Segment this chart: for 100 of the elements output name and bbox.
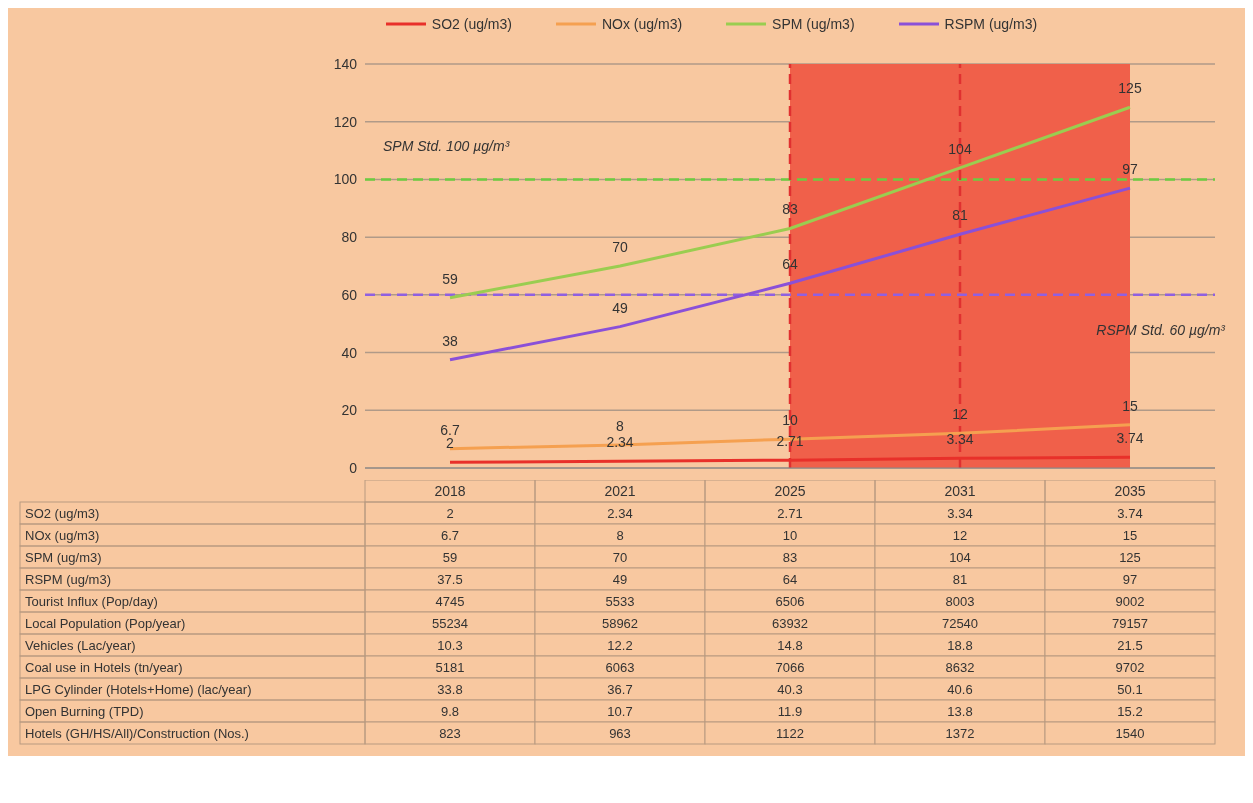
data-label: 55234 (431, 616, 469, 631)
y-tick-label: Coal use in Hotels (tn/year) (25, 660, 183, 675)
y-tick-label: 60 (341, 286, 358, 303)
data-label: 1372 (945, 726, 975, 741)
data-label: 3.74 (1117, 506, 1143, 521)
y-tick-label: SO2 (ug/m3) (25, 506, 100, 521)
data-label: 2 (446, 506, 454, 521)
data-label: 81 (952, 572, 968, 587)
data-label: 6506 (775, 594, 805, 609)
y-tick-label: Tourist Influx (Pop/day) (25, 594, 158, 609)
data-label: 38 (442, 332, 458, 349)
data-label: 40.3 (777, 682, 803, 697)
data-label: 9.8 (440, 704, 460, 719)
data-label: 83 (782, 550, 798, 565)
data-label: 125 (1118, 80, 1142, 97)
data-label: 21.5 (1117, 638, 1143, 653)
y-tick-label: LPG Cylinder (Hotels+Home) (lac/year) (25, 682, 252, 697)
data-label: 3.74 (1116, 430, 1144, 447)
data-label: 8 (616, 417, 625, 434)
data-label: 97 (1122, 572, 1138, 587)
data-label: 9002 (1115, 594, 1145, 609)
data-label: 58962 (601, 616, 639, 631)
data-label: 50.1 (1117, 682, 1143, 697)
data-label: 6063 (605, 660, 635, 675)
data-label: 1540 (1115, 726, 1145, 741)
data-label: 5181 (435, 660, 465, 675)
data-label: 59 (442, 270, 458, 287)
ref-line-label: RSPM Std. 60 µg/m³ (1096, 321, 1226, 338)
data-label: 8632 (945, 660, 975, 675)
data-label: 59 (442, 550, 458, 565)
data-label: 10 (782, 528, 798, 543)
x-tick-label: 2021 (604, 483, 636, 499)
data-label: 15 (1122, 528, 1138, 543)
data-label: 49 (612, 299, 628, 316)
data-label: 12 (952, 528, 968, 543)
data-label: 4745 (435, 594, 465, 609)
y-tick-label: 20 (341, 402, 358, 419)
data-label: 963 (609, 726, 631, 741)
legend-label: NOx (ug/m3) (601, 16, 683, 32)
data-label: 14.8 (777, 638, 803, 653)
ref-line-label: SPM Std. 100 µg/m³ (383, 138, 510, 155)
data-label: 8003 (945, 594, 975, 609)
data-label: 72540 (941, 616, 979, 631)
data-label: 49 (612, 572, 628, 587)
y-tick-label: Vehicles (Lac/year) (25, 638, 136, 653)
data-label: 6.7 (440, 421, 460, 438)
legend-label: SO2 (ug/m3) (430, 16, 512, 32)
data-label: 7066 (775, 660, 805, 675)
y-tick-label: Local Population (Pop/year) (25, 616, 186, 631)
data-label: 104 (948, 140, 972, 157)
data-label: 64 (782, 572, 798, 587)
y-tick-label: 140 (333, 55, 358, 72)
data-label: 2 (446, 435, 455, 452)
data-label: 1122 (776, 726, 804, 741)
data-label: 6.7 (440, 528, 460, 543)
y-tick-label: SPM (ug/m3) (25, 550, 102, 565)
data-label: 3.34 (947, 506, 973, 521)
data-label: 8 (616, 528, 624, 543)
data-label: 10.3 (437, 638, 463, 653)
data-label: 83 (782, 201, 798, 218)
data-label: 125 (1119, 550, 1141, 565)
data-label: 11.9 (777, 704, 803, 719)
x-tick-label: 2031 (944, 483, 976, 499)
data-label: 36.7 (607, 682, 633, 697)
data-label: 40.6 (947, 682, 973, 697)
y-tick-label: 80 (341, 229, 358, 246)
y-tick-label: 40 (341, 344, 358, 361)
x-tick-label: 2035 (1114, 483, 1146, 499)
data-label: 15 (1122, 397, 1138, 414)
x-tick-label: 2018 (434, 483, 466, 499)
data-label: 15.2 (1117, 704, 1143, 719)
y-tick-label: Hotels (GH/HS/All)/Construction (Nos.) (25, 726, 249, 741)
data-label: 13.8 (947, 704, 973, 719)
data-label: 33.8 (437, 682, 463, 697)
data-label: 2.71 (776, 433, 804, 450)
data-label: 79157 (1111, 616, 1149, 631)
data-label: 9702 (1115, 660, 1145, 675)
data-label: 70 (612, 239, 628, 255)
y-tick-label: Open Burning (TPD) (25, 704, 144, 719)
data-label: 37.5 (437, 572, 463, 587)
data-label: 97 (1122, 161, 1138, 178)
data-label: 81 (952, 207, 968, 224)
y-tick-label: NOx (ug/m3) (25, 528, 100, 543)
data-label: 2.34 (606, 434, 634, 451)
data-label: 10.7 (607, 704, 633, 719)
legend-label: RSPM (ug/m3) (943, 16, 1038, 32)
y-tick-label: 0 (349, 459, 358, 476)
y-tick-label: 120 (333, 113, 358, 130)
data-label: 3.34 (946, 431, 974, 448)
legend-label: SPM (ug/m3) (771, 16, 855, 32)
data-label: 104 (949, 550, 971, 565)
data-label: 18.8 (947, 638, 973, 653)
data-label: 70 (612, 550, 628, 565)
data-label: 2.71 (777, 506, 803, 521)
x-tick-label: 2025 (774, 483, 806, 499)
data-label: 63932 (771, 616, 809, 631)
data-label: 64 (782, 256, 798, 273)
y-tick-label: RSPM (ug/m3) (25, 572, 111, 587)
data-label: 823 (439, 726, 461, 741)
data-label: 5533 (605, 594, 635, 609)
